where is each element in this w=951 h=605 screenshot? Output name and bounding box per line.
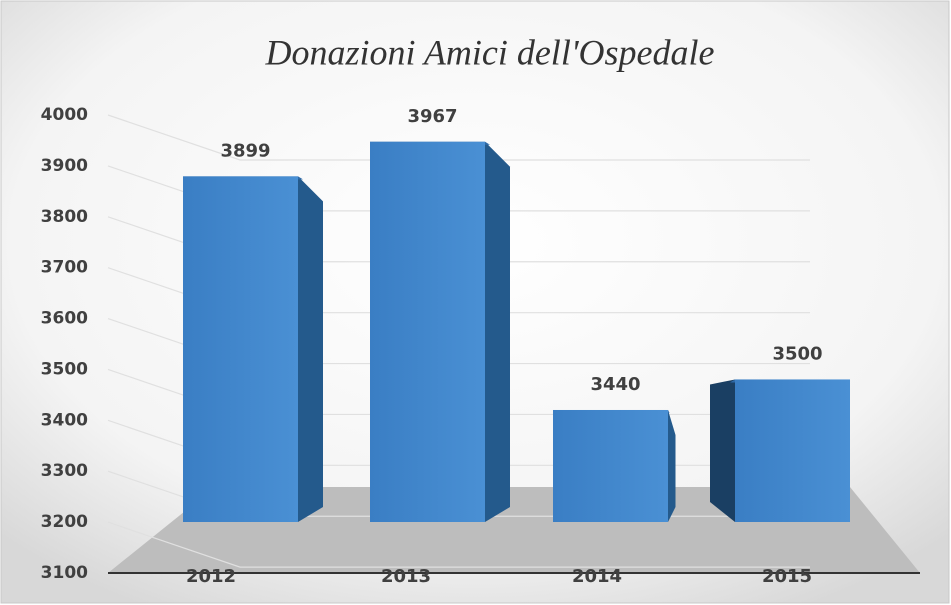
grid-line [107, 114, 810, 161]
bar [553, 409, 668, 522]
bar [735, 379, 850, 522]
x-tick-label: 2015 [762, 566, 812, 587]
y-tick-label: 3900 [41, 156, 88, 176]
y-tick-label: 3300 [41, 461, 88, 481]
y-tick-label: 3500 [41, 359, 88, 379]
chart-title: Donazioni Amici dell'Ospedale [265, 32, 715, 72]
bar-side [298, 176, 323, 523]
x-tick-label: 2012 [186, 566, 236, 587]
bar [183, 176, 298, 523]
y-tick-label: 3200 [41, 512, 88, 532]
grid-line [107, 521, 810, 568]
y-tick-label: 3100 [41, 563, 88, 583]
bar-side [668, 409, 676, 522]
bar [370, 141, 485, 522]
y-tick-label: 3400 [41, 410, 88, 430]
x-tick-label: 2014 [572, 566, 622, 587]
data-label: 3440 [590, 374, 640, 395]
y-tick-label: 3800 [41, 207, 88, 227]
bar-side [710, 379, 735, 522]
y-tick-label: 3600 [41, 309, 88, 329]
data-label: 3899 [220, 140, 270, 161]
y-tick-label: 3700 [41, 258, 88, 278]
bar-side [485, 141, 510, 522]
y-tick-label: 4000 [41, 105, 88, 125]
x-tick-label: 2013 [381, 566, 431, 587]
data-label: 3500 [772, 343, 822, 364]
data-label: 3967 [407, 106, 457, 127]
